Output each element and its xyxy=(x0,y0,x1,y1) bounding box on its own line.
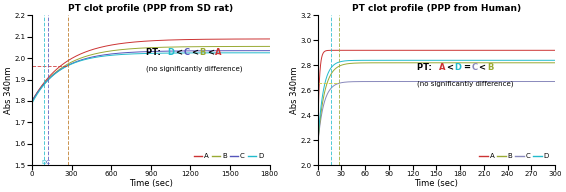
Text: C: C xyxy=(471,63,477,72)
Text: <: < xyxy=(191,48,198,57)
X-axis label: Time (sec): Time (sec) xyxy=(414,179,458,188)
Text: B: B xyxy=(487,63,493,72)
Legend: A, B, C, D: A, B, C, D xyxy=(191,150,266,162)
Text: PT:: PT: xyxy=(417,63,435,72)
Text: (no significantly difference): (no significantly difference) xyxy=(146,66,243,72)
Text: (no significantly difference): (no significantly difference) xyxy=(417,81,514,87)
Text: D: D xyxy=(167,48,174,57)
Text: B: B xyxy=(200,48,206,57)
Text: D: D xyxy=(454,63,461,72)
Title: PT clot profile (PPP from SD rat): PT clot profile (PPP from SD rat) xyxy=(68,4,233,13)
Text: <: < xyxy=(175,48,183,57)
X-axis label: Time (sec): Time (sec) xyxy=(129,179,173,188)
Title: PT clot profile (PPP from Human): PT clot profile (PPP from Human) xyxy=(351,4,521,13)
Text: C: C xyxy=(184,48,190,57)
Text: =: = xyxy=(463,63,470,72)
Y-axis label: Abs 340nm: Abs 340nm xyxy=(290,66,299,114)
Text: <: < xyxy=(207,48,214,57)
Text: <: < xyxy=(446,63,453,72)
Text: PT:: PT: xyxy=(146,48,164,57)
Legend: A, B, C, D: A, B, C, D xyxy=(477,150,552,162)
Text: D: D xyxy=(41,160,46,165)
Text: A: A xyxy=(216,48,222,57)
Text: A: A xyxy=(439,63,445,72)
Text: C: C xyxy=(46,160,50,165)
Y-axis label: Abs 340nm: Abs 340nm xyxy=(4,66,13,114)
Text: <: < xyxy=(478,63,486,72)
